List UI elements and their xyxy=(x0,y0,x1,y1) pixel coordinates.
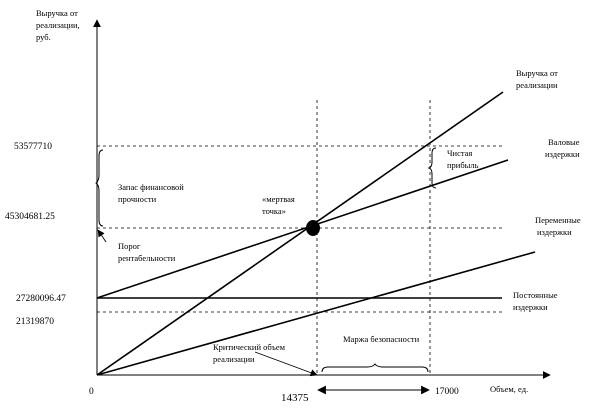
revenue-label: Выручка от реализации xyxy=(516,68,560,90)
variable-costs-label: Переменные издержки xyxy=(535,215,583,237)
gross-costs-line xyxy=(96,159,509,299)
net-profit-brace xyxy=(427,147,437,189)
x-tick-17000: 17000 xyxy=(435,387,459,397)
safety-margin-label: Маржа безопасности xyxy=(343,334,420,344)
variable-costs-line xyxy=(96,251,536,376)
y-axis-label: Выручка от реализации, руб. xyxy=(36,8,82,42)
breakeven-point-label: «мертвая точка» xyxy=(262,194,297,216)
y-tick-53577710: 53577710 xyxy=(14,142,52,152)
y-tick-21319870: 21319870 xyxy=(16,317,54,327)
critical-volume-arrow xyxy=(254,351,318,377)
x-axis-label: Объем, ед. xyxy=(490,384,528,394)
revenue-line xyxy=(96,91,504,376)
breakeven-point-marker xyxy=(306,220,320,236)
fixed-costs-label: Постоянные издержки xyxy=(513,290,560,312)
threshold-arrow xyxy=(97,229,107,243)
y-tick-27280096: 27280096.47 xyxy=(16,294,66,304)
y-axis-label-line-3: руб. xyxy=(36,32,51,42)
safety-margin-brace xyxy=(321,363,429,373)
y-tick-45304681: 45304681.25 xyxy=(5,212,55,222)
gross-costs-label: Валовые издержки xyxy=(545,137,582,159)
financial-margin-label: Запас финансовой прочности xyxy=(118,182,186,204)
x-tick-14375: 14375 xyxy=(281,392,309,404)
financial-margin-brace xyxy=(95,149,104,227)
profitability-threshold-label: Порог рентабельности xyxy=(118,241,176,263)
net-profit-label: Чистая прибыль xyxy=(447,148,479,170)
critical-volume-label: Критический объем реализации xyxy=(213,342,287,364)
y-axis-label-line-1: Выручка от xyxy=(36,8,78,18)
y-axis-label-line-2: реализации, xyxy=(36,20,80,30)
origin-label: 0 xyxy=(89,387,94,397)
